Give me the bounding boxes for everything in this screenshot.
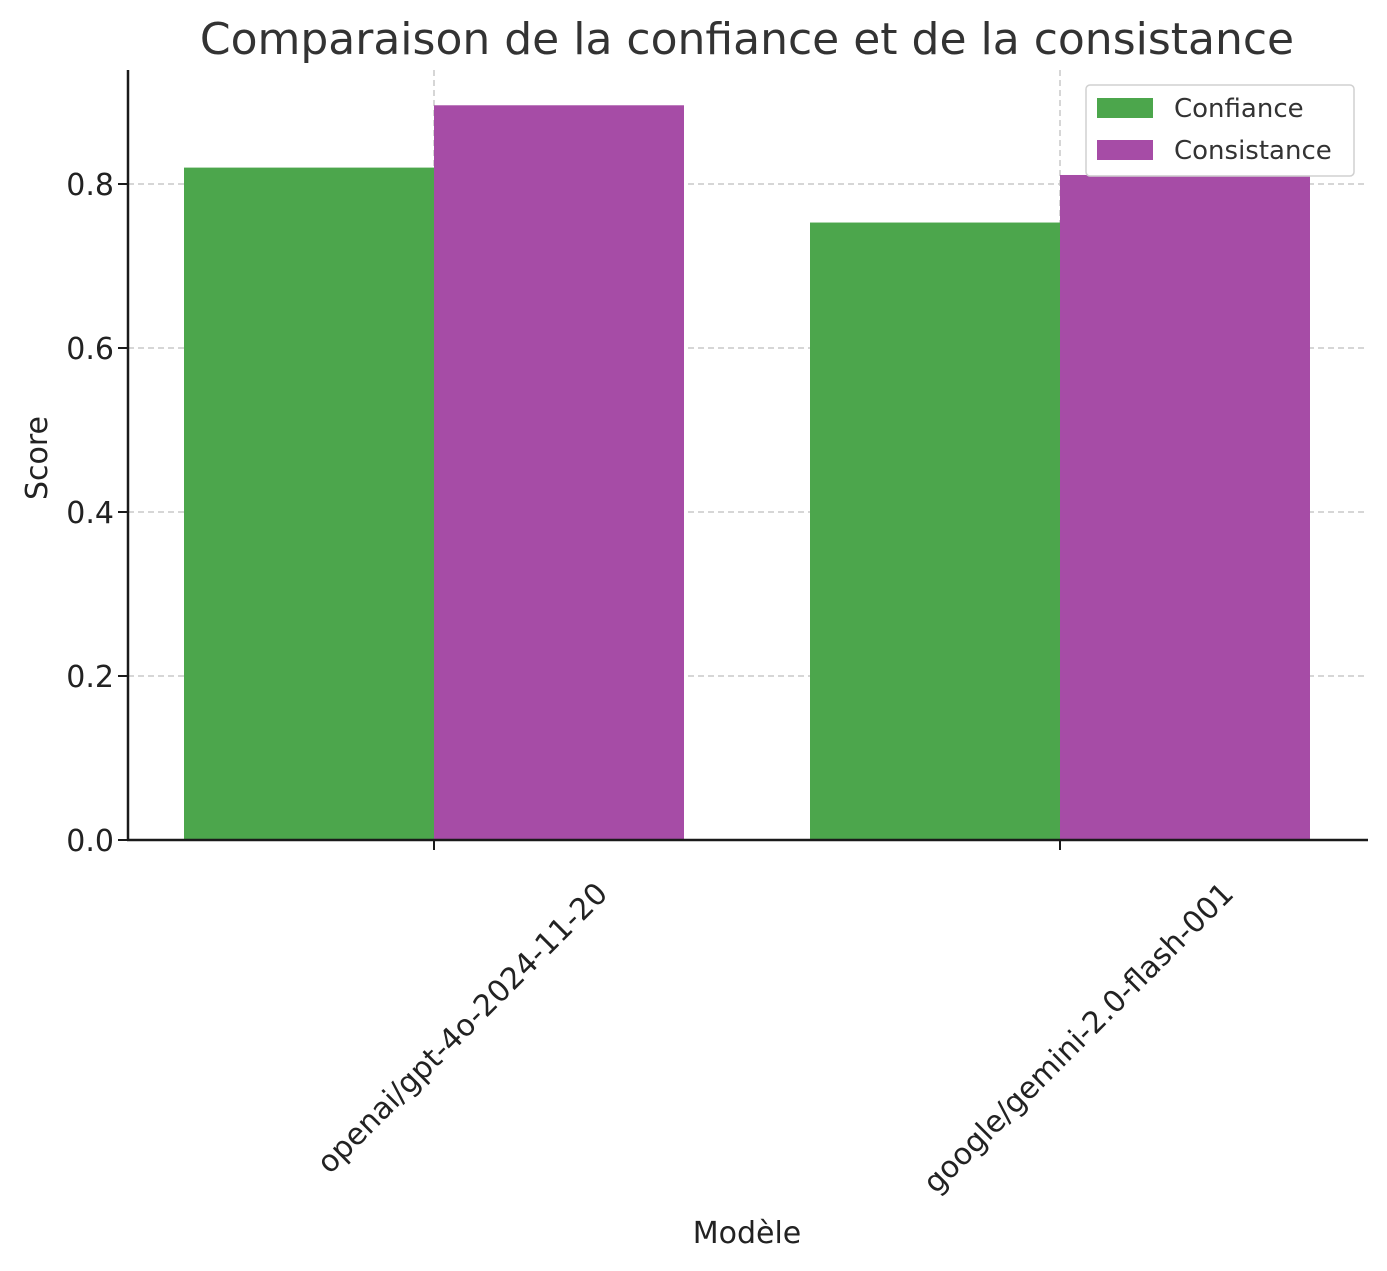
bar-consistance-0 (434, 105, 684, 840)
y-tick-label: 0.0 (66, 824, 114, 859)
axes-layer (126, 70, 1368, 842)
x-tick-label: openai/gpt-4o-2024-11-20 (310, 876, 614, 1180)
x-axis-label: Modèle (693, 1216, 802, 1251)
bars-layer (184, 105, 1310, 841)
chart-title: Comparaison de la confiance et de la con… (200, 14, 1294, 65)
y-tick-label: 0.8 (66, 168, 114, 203)
legend-swatch-confiance (1097, 98, 1153, 118)
y-tick-label: 0.2 (66, 660, 114, 695)
y-tick-label: 0.6 (66, 332, 114, 367)
legend-label-consistance: Consistance (1174, 136, 1332, 166)
bar-consistance-1 (1060, 174, 1310, 841)
y-tick-label: 0.4 (66, 496, 114, 531)
legend: Confiance Consistance (1085, 84, 1355, 177)
legend-label-confiance: Confiance (1174, 94, 1304, 124)
bar-confiance-0 (184, 167, 434, 841)
legend-swatch-consistance (1097, 140, 1153, 160)
y-ticks: 0.0 0.2 0.4 0.6 0.8 (66, 168, 128, 859)
y-axis-label: Score (20, 416, 55, 500)
bar-confiance-1 (810, 222, 1060, 841)
x-ticks: openai/gpt-4o-2024-11-20 google/gemini-2.… (310, 840, 1241, 1200)
x-tick-label: google/gemini-2.0-flash-001 (917, 876, 1241, 1200)
